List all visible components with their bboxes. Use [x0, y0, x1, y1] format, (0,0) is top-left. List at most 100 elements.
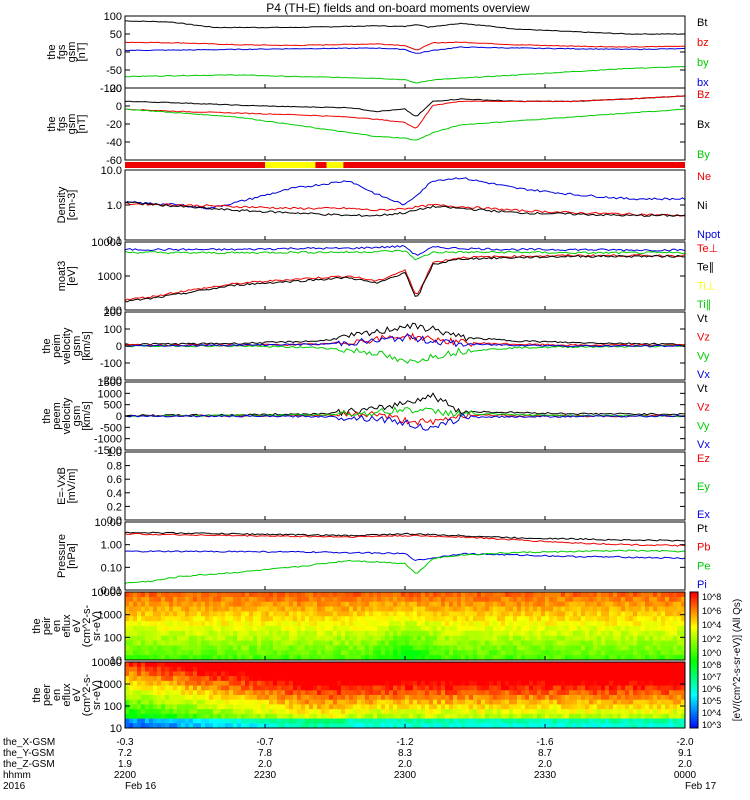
spectrogram-cell — [145, 680, 150, 687]
spectrogram-cell — [645, 699, 650, 705]
spectrogram-cell — [657, 655, 662, 661]
spectrogram-cell — [309, 666, 314, 672]
spectrogram-cell — [401, 630, 406, 637]
spectrogram-cell — [269, 699, 274, 705]
spectrogram-cell — [297, 626, 302, 632]
spectrogram-cell — [581, 676, 586, 682]
spectrogram-cell — [317, 645, 322, 651]
spectrogram-cell — [141, 695, 146, 701]
spectrogram-cell — [617, 635, 622, 642]
spectrogram-cell — [269, 655, 274, 661]
spectrogram-cell — [461, 676, 466, 682]
spectrogram-cell — [269, 596, 274, 603]
spectrogram-cell — [265, 592, 270, 598]
spectrogram-cell — [597, 685, 602, 691]
spectrogram-cell — [341, 592, 346, 598]
spectrogram-cell — [333, 650, 338, 656]
spectrogram-cell — [481, 640, 486, 646]
spectrogram-cell — [129, 713, 134, 720]
spectrogram-cell — [337, 704, 342, 710]
spectrogram-cell — [465, 709, 470, 715]
spectrogram-cell — [181, 626, 186, 632]
spectrogram-cell — [541, 601, 546, 608]
y-axis-label: Pressure — [56, 534, 68, 578]
spectrogram-cell — [493, 713, 498, 720]
spectrogram-cell — [581, 723, 586, 729]
spectrogram-cell — [601, 709, 606, 715]
series-line-Pi — [124, 550, 686, 562]
spectrogram-cell — [553, 626, 558, 632]
spectrogram-cell — [601, 685, 606, 691]
spectrogram-cell — [565, 690, 570, 696]
spectrogram-cell — [669, 676, 674, 682]
spectrogram-cell — [617, 596, 622, 603]
spectrogram-cell — [681, 630, 686, 637]
spectrogram-cell — [485, 690, 490, 696]
spectrogram-cell — [433, 611, 438, 617]
spectrogram-cell — [225, 718, 230, 724]
spectrogram-cell — [649, 695, 654, 701]
spectrogram-cell — [417, 713, 422, 720]
spectrogram-cell — [673, 592, 678, 598]
spectrogram-cell — [157, 685, 162, 691]
spectrogram-cell — [213, 655, 218, 661]
spectrogram-cell — [241, 676, 246, 682]
spectrogram-cell — [369, 606, 374, 612]
spectrogram-cell — [429, 645, 434, 651]
spectrogram-cell — [237, 621, 242, 627]
spectrogram-cell — [605, 596, 610, 603]
spectrogram-cell — [561, 680, 566, 687]
spectrogram-cell — [141, 704, 146, 710]
series-line-bz — [124, 41, 686, 51]
spectrogram-cell — [497, 592, 502, 598]
spectrogram-cell — [569, 671, 574, 677]
spectrogram-cell — [325, 655, 330, 661]
spectrogram-cell — [569, 723, 574, 729]
spectrogram-cell — [557, 695, 562, 701]
spectrogram-cell — [545, 635, 550, 642]
spectrogram-cell — [125, 676, 130, 682]
spectrogram-cell — [313, 635, 318, 642]
spectrogram-cell — [509, 596, 514, 603]
spectrogram-cell — [505, 611, 510, 617]
spectrogram-cell — [417, 704, 422, 710]
spectrogram-cell — [449, 662, 454, 668]
spectrogram-cell — [425, 695, 430, 701]
spectrogram-cell — [313, 699, 318, 705]
spectrogram-cell — [605, 695, 610, 701]
spectrogram-cell — [561, 635, 566, 642]
spectrogram-cell — [133, 606, 138, 612]
spectrogram-cell — [601, 695, 606, 701]
spectrogram-cell — [477, 596, 482, 603]
spectrogram-cell — [325, 718, 330, 724]
spectrogram-cell — [405, 685, 410, 691]
spectrogram-cell — [217, 718, 222, 724]
spectrogram-cell — [177, 695, 182, 701]
spectrogram-cell — [241, 630, 246, 637]
spectrogram-cell — [545, 606, 550, 612]
spectrogram-cell — [661, 718, 666, 724]
spectrogram-cell — [197, 606, 202, 612]
spectrogram-cell — [213, 640, 218, 646]
spectrogram-cell — [649, 596, 654, 603]
spectrogram-cell — [189, 592, 194, 598]
spectrogram-cell — [609, 723, 614, 729]
spectrogram-cell — [481, 676, 486, 682]
spectrogram-cell — [197, 616, 202, 622]
spectrogram-cell — [577, 611, 582, 617]
spectrogram-cell — [229, 621, 234, 627]
spectrogram-cell — [585, 626, 590, 632]
spectrogram-cell — [409, 713, 414, 720]
spectrogram-cell — [569, 626, 574, 632]
spectrogram-cell — [337, 635, 342, 642]
spectrogram-cell — [141, 650, 146, 656]
spectrogram-cell — [585, 592, 590, 598]
colorbar-cell — [690, 684, 698, 688]
spectrogram-cell — [421, 704, 426, 710]
spectrogram-cell — [509, 626, 514, 632]
spectrogram-cell — [237, 655, 242, 661]
spectrogram-cell — [189, 640, 194, 646]
spectrogram-cell — [337, 606, 342, 612]
spectrogram-cell — [349, 655, 354, 661]
spectrogram-cell — [289, 621, 294, 627]
